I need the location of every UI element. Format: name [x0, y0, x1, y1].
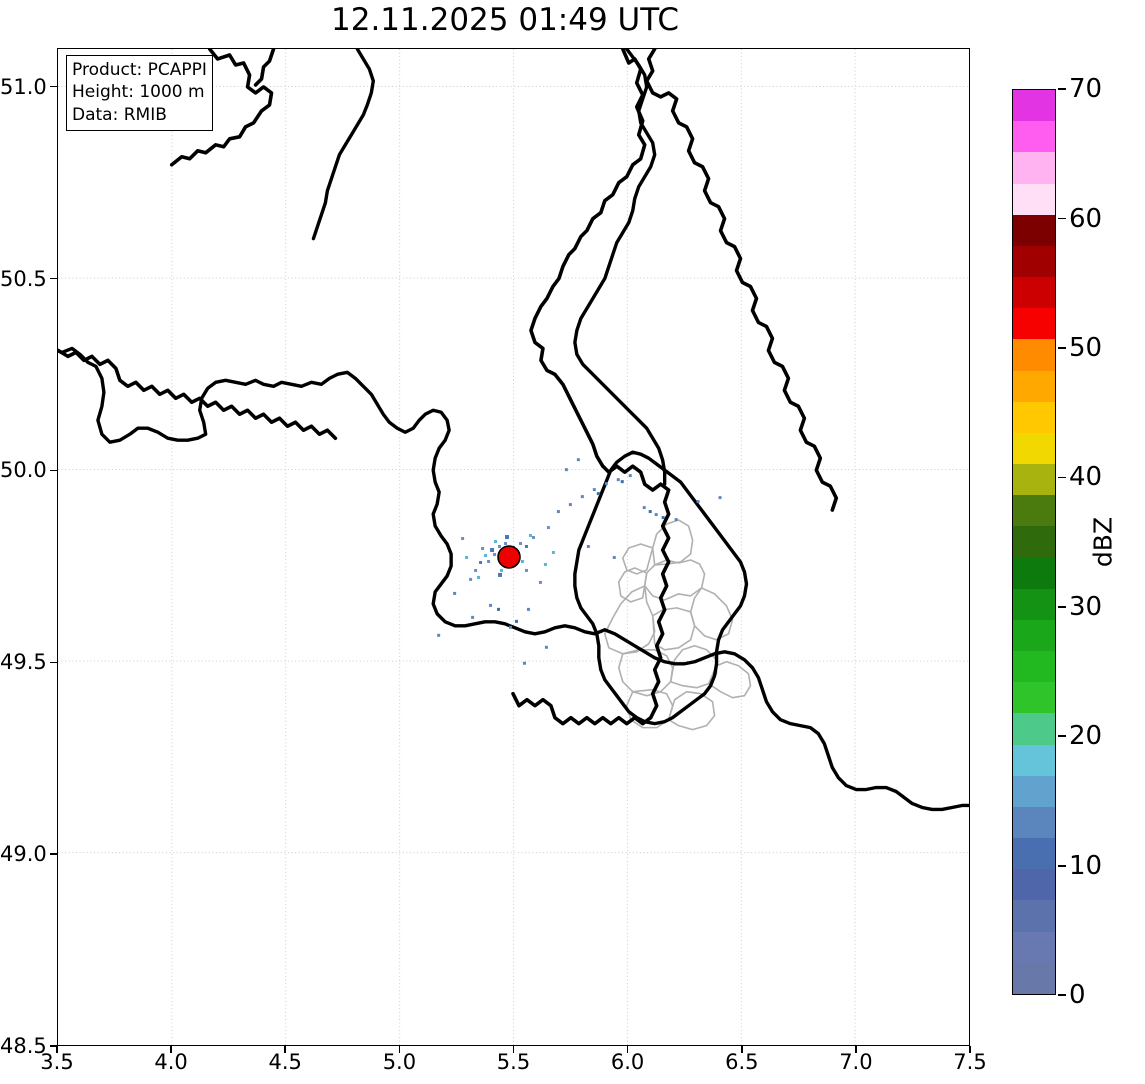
- map-plot-area[interactable]: [57, 48, 970, 1046]
- colorbar-band: [1013, 931, 1055, 963]
- y-tick-mark: [50, 853, 57, 855]
- colorbar-tick: [1058, 864, 1066, 867]
- y-tick-label: 51.0: [0, 74, 47, 99]
- x-tick-label: 7.0: [839, 1050, 873, 1074]
- y-tick-mark: [50, 85, 57, 88]
- x-tick-mark: [626, 1046, 629, 1053]
- colorbar-band: [1013, 495, 1055, 527]
- colorbar-tick-label: 10: [1069, 850, 1103, 881]
- colorbar-band: [1013, 588, 1055, 620]
- colorbar-tick: [1058, 217, 1066, 220]
- page-title: 12.11.2025 01:49 UTC: [331, 2, 679, 38]
- colorbar-tick: [1058, 476, 1066, 479]
- x-tick-label: 5.5: [496, 1050, 531, 1074]
- y-tick-mark: [50, 469, 57, 472]
- x-tick-label: 7.5: [953, 1050, 987, 1074]
- colorbar-tick-label: 60: [1069, 203, 1103, 234]
- y-tick-mark: [50, 661, 57, 664]
- x-tick-mark: [512, 1046, 515, 1053]
- x-tick-label: 4.0: [154, 1050, 188, 1074]
- y-tick-label: 49.0: [0, 842, 47, 867]
- colorbar-band: [1013, 214, 1055, 246]
- map-canvas: [58, 49, 969, 1045]
- colorbar-tick-label: 20: [1069, 721, 1103, 752]
- colorbar-tick: [1058, 735, 1066, 738]
- x-tick-label: 4.5: [268, 1050, 302, 1074]
- colorbar-band: [1013, 464, 1055, 496]
- colorbar-band: [1013, 432, 1055, 465]
- colorbar-band: [1013, 526, 1055, 558]
- y-tick-mark: [50, 277, 57, 280]
- x-tick-label: 6.0: [610, 1050, 645, 1074]
- colorbar-band: [1013, 619, 1055, 652]
- radar-echo-pixels: [437, 458, 722, 665]
- x-tick-label: 5.0: [382, 1050, 417, 1074]
- x-tick-mark: [170, 1046, 172, 1053]
- y-tick-label: 50.0: [0, 458, 47, 483]
- y-tick-label: 50.5: [0, 266, 47, 291]
- x-tick-mark: [855, 1046, 857, 1053]
- info-product-line: Product: PCAPPI: [72, 60, 207, 80]
- colorbar-tick: [1058, 347, 1066, 349]
- colorbar-band: [1013, 682, 1055, 714]
- y-tick-mark: [50, 1045, 57, 1047]
- x-tick-mark: [56, 1046, 58, 1053]
- colorbar-band: [1013, 308, 1055, 340]
- info-height-line: Height: 1000 m: [72, 82, 205, 103]
- colorbar-band: [1013, 90, 1055, 122]
- colorbar-tick: [1058, 606, 1066, 608]
- radar-site-marker[interactable]: [497, 545, 521, 569]
- colorbar[interactable]: [1012, 89, 1056, 995]
- colorbar-title: dBZ: [1088, 516, 1118, 568]
- colorbar-band: [1013, 245, 1055, 278]
- colorbar-band: [1013, 962, 1055, 994]
- colorbar-band: [1013, 744, 1055, 776]
- colorbar-band: [1013, 651, 1055, 683]
- colorbar-band: [1013, 121, 1055, 153]
- colorbar-tick: [1058, 994, 1066, 996]
- colorbar-band: [1013, 152, 1055, 184]
- colorbar-band: [1013, 370, 1055, 402]
- colorbar-band: [1013, 183, 1055, 215]
- x-tick-label: 6.5: [725, 1050, 759, 1074]
- colorbar-band: [1013, 775, 1055, 807]
- colorbar-tick-label: 50: [1069, 332, 1103, 363]
- traced-map-borders: [58, 49, 969, 812]
- x-tick-mark: [284, 1046, 286, 1053]
- x-tick-label: 3.5: [40, 1050, 74, 1074]
- colorbar-band: [1013, 900, 1055, 932]
- colorbar-band: [1013, 869, 1055, 901]
- internal-admin-borders: [604, 519, 752, 731]
- colorbar-tick-label: 40: [1069, 462, 1103, 493]
- colorbar-tick: [1058, 88, 1066, 91]
- colorbar-band: [1013, 277, 1055, 309]
- x-tick-mark: [969, 1046, 971, 1053]
- colorbar-band: [1013, 806, 1055, 839]
- colorbar-tick-label: 70: [1069, 74, 1103, 105]
- y-tick-label: 48.5: [0, 1034, 47, 1058]
- colorbar-band: [1013, 838, 1055, 870]
- colorbar-band: [1013, 713, 1055, 745]
- y-tick-label: 49.5: [0, 650, 47, 675]
- x-tick-mark: [398, 1046, 401, 1053]
- colorbar-tick-label: 0: [1069, 980, 1086, 1010]
- x-tick-mark: [741, 1046, 743, 1053]
- colorbar-tick-label: 30: [1069, 591, 1103, 622]
- colorbar-band: [1013, 557, 1055, 589]
- info-data-line: Data: RMIB: [72, 104, 167, 125]
- colorbar-band: [1013, 339, 1055, 371]
- info-box: Product: PCAPPI Height: 1000 m Data: RMI…: [66, 55, 213, 132]
- colorbar-band: [1013, 401, 1055, 433]
